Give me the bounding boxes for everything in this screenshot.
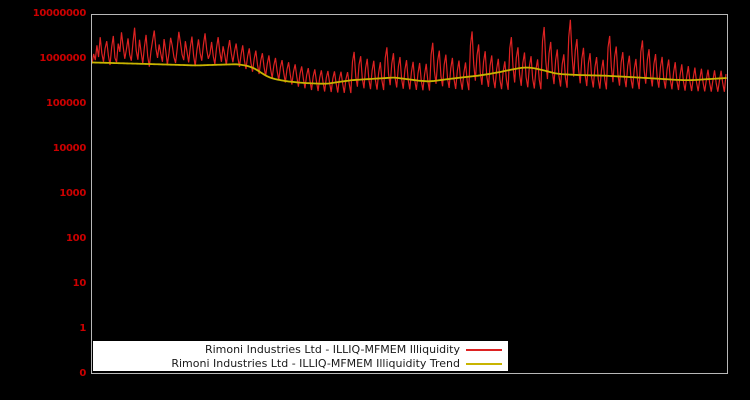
y-axis-tick-label: 10 <box>72 278 87 289</box>
y-axis-tick-label: 100000 <box>46 98 86 109</box>
plot-area <box>91 14 728 374</box>
y-axis-tick-label: 10000000 <box>32 8 87 19</box>
y-axis-tick-label: 0 <box>79 368 86 379</box>
series-line-illiquidity <box>92 20 726 93</box>
y-axis: 10000000 1000000 100000 10000 1000 100 10 1 0 <box>0 0 87 400</box>
series-line-illiquidity-trend <box>92 62 726 83</box>
legend-label-trend: Rimoni Industries Ltd - ILLIQ-MFMEM Illi… <box>171 357 460 370</box>
legend-swatch-illiquidity <box>466 349 502 351</box>
chart-svg <box>92 15 727 373</box>
chart-legend: Rimoni Industries Ltd - ILLIQ-MFMEM Illi… <box>93 341 508 371</box>
y-axis-tick-label: 1000 <box>59 188 86 199</box>
y-axis-tick-label: 10000 <box>52 143 87 154</box>
legend-entry-illiquidity: Rimoni Industries Ltd - ILLIQ-MFMEM Illi… <box>205 343 502 357</box>
y-axis-tick-label: 100 <box>66 233 86 244</box>
legend-swatch-trend <box>466 363 502 365</box>
legend-label-illiquidity: Rimoni Industries Ltd - ILLIQ-MFMEM Illi… <box>204 343 460 356</box>
legend-entry-trend: Rimoni Industries Ltd - ILLIQ-MFMEM Illi… <box>171 357 502 371</box>
y-axis-tick-label: 1 <box>79 323 86 334</box>
y-axis-tick-label: 1000000 <box>39 53 86 64</box>
